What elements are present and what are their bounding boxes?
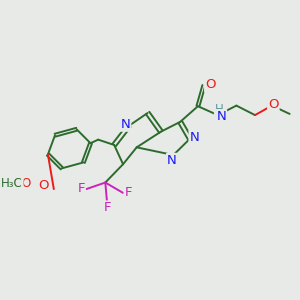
Text: N: N: [167, 154, 177, 167]
Text: O: O: [38, 179, 49, 192]
Text: H: H: [215, 103, 224, 116]
Text: N: N: [216, 110, 226, 123]
Text: N: N: [190, 131, 199, 144]
Text: F: F: [104, 202, 111, 214]
Text: F: F: [77, 182, 85, 195]
Text: N: N: [121, 118, 130, 131]
Text: O: O: [21, 177, 30, 190]
Text: F: F: [124, 186, 132, 199]
Text: O: O: [268, 98, 279, 111]
Text: H₃C: H₃C: [1, 177, 23, 190]
Text: O: O: [205, 78, 216, 92]
